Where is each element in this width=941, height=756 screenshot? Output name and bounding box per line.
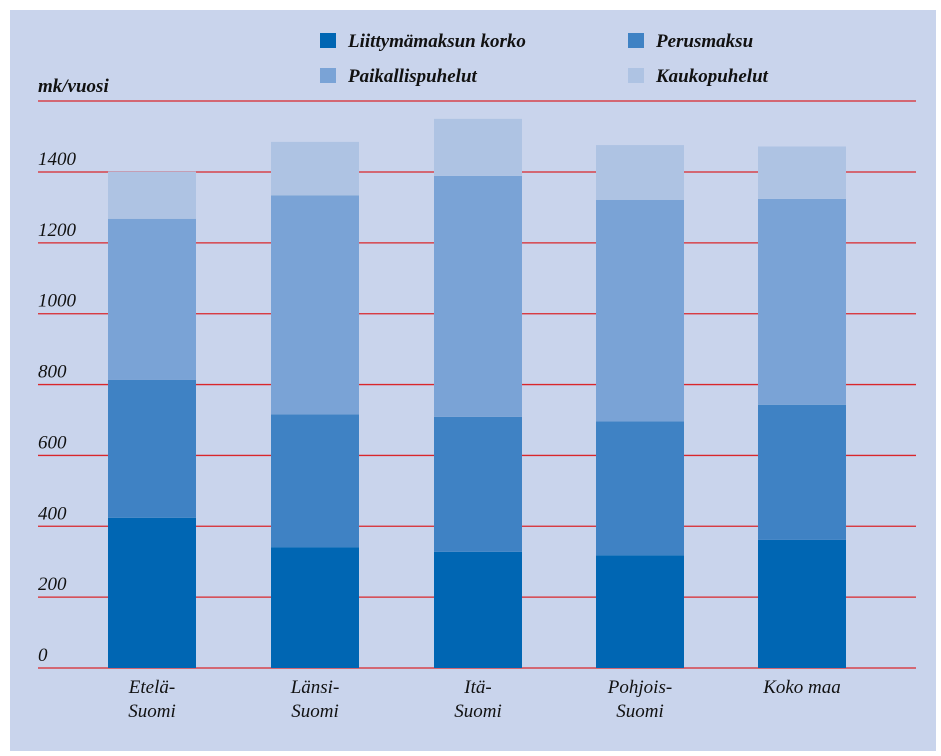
bar-stack <box>758 146 846 668</box>
legend-swatch <box>320 68 336 83</box>
bar-segment <box>108 218 196 380</box>
bar-stack <box>108 171 196 668</box>
bar-segment <box>434 118 522 176</box>
bar-segment <box>596 199 684 422</box>
y-tick-label: 400 <box>38 503 67 524</box>
y-tick-label: 1200 <box>38 220 77 241</box>
x-tick-label-line: Koko maa <box>762 677 841 698</box>
legend-label: Liittymämaksun korko <box>347 31 526 52</box>
bar-segment <box>434 175 522 417</box>
legend-swatch <box>628 68 644 83</box>
bar-segment <box>108 517 196 668</box>
legend-swatch <box>628 33 644 48</box>
x-tick-label-line: Suomi <box>291 701 339 722</box>
bar-segment <box>596 555 684 668</box>
y-axis-label: mk/vuosi <box>38 76 109 97</box>
bar-segment <box>108 379 196 518</box>
bars <box>108 118 846 668</box>
legend-label: Kaukopuhelut <box>655 66 769 87</box>
bar-stack <box>434 118 522 668</box>
x-tick-labels: Etelä- Suomi Länsi- Suomi Itä- Suomi Pohjois- S… <box>128 677 841 722</box>
x-tick-label-line: Suomi <box>616 701 664 722</box>
bar-segment <box>596 421 684 556</box>
x-tick-label: Itä- Suomi <box>454 677 502 722</box>
legend-label: Paikallispuhelut <box>347 66 478 87</box>
bar-segment <box>758 404 846 540</box>
x-tick-label: Koko maa <box>762 677 841 698</box>
legend-label: Perusmaksu <box>655 31 753 52</box>
legend: Liittymämaksun korko Perusmaksu Paikallisp… <box>320 31 769 87</box>
y-tick-label: 200 <box>38 574 67 595</box>
bar-segment <box>271 141 359 196</box>
x-tick-label-line: Länsi- <box>290 677 340 698</box>
y-tick-label: 1400 <box>38 149 77 170</box>
x-tick-label-line: Suomi <box>454 701 502 722</box>
bar-segment <box>271 414 359 548</box>
x-tick-label-line: Suomi <box>128 701 176 722</box>
bar-segment <box>758 198 846 405</box>
bar-stack <box>271 141 359 668</box>
bar-segment <box>434 551 522 668</box>
x-tick-label-line: Itä- <box>463 677 491 698</box>
legend-item: Kaukopuhelut <box>628 66 769 87</box>
bar-segment <box>108 171 196 219</box>
y-tick-label: 600 <box>38 432 67 453</box>
legend-item: Perusmaksu <box>628 31 753 52</box>
bar-segment <box>271 547 359 668</box>
legend-item: Liittymämaksun korko <box>320 31 526 52</box>
legend-swatch <box>320 33 336 48</box>
bar-segment <box>434 416 522 552</box>
y-tick-labels: 0 200 400 600 800 1000 1200 1400 <box>38 149 77 666</box>
y-tick-label: 0 <box>38 645 48 666</box>
legend-item: Paikallispuhelut <box>320 66 478 87</box>
bar-segment <box>758 539 846 668</box>
bar-stack <box>596 145 684 668</box>
x-tick-label-line: Pohjois- <box>607 677 672 698</box>
y-tick-label: 800 <box>38 362 67 383</box>
bar-segment <box>758 146 846 199</box>
bar-segment <box>271 195 359 415</box>
x-tick-label-line: Etelä- <box>128 677 175 698</box>
x-tick-label: Etelä- Suomi <box>128 677 176 722</box>
bar-segment <box>596 145 684 200</box>
x-tick-label: Länsi- Suomi <box>290 677 340 722</box>
x-tick-label: Pohjois- Suomi <box>607 677 672 722</box>
y-tick-label: 1000 <box>38 291 77 312</box>
